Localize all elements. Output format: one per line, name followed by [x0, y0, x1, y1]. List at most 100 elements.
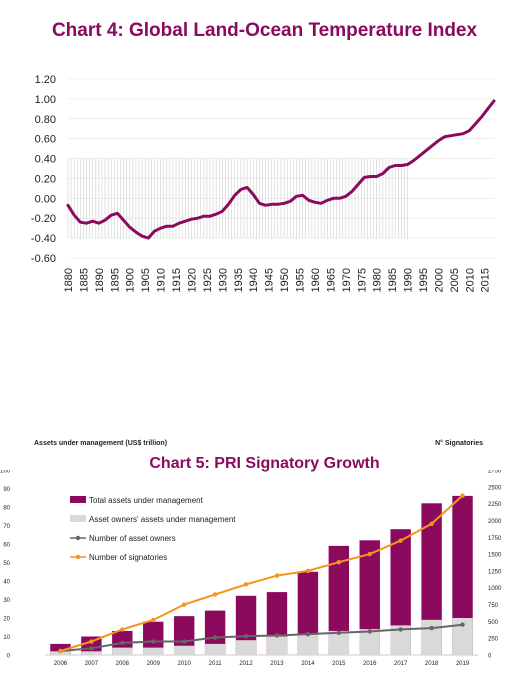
chart5-right-axis-label: N° Signatories — [435, 440, 483, 447]
bar-asset-owners-assets — [359, 629, 380, 655]
x-tick-label: 2000 — [433, 268, 445, 292]
x-tick-label: 2019 — [456, 661, 470, 667]
x-tick-label: 2008 — [116, 661, 130, 667]
asset-owners-point — [460, 622, 465, 627]
x-tick-label: 1885 — [78, 268, 90, 292]
x-tick-label: 2006 — [54, 661, 68, 667]
chart4-temperature-index: 1.20 1.00 0.80 0.60 0.40 0.20 0.00 -0.20 -0.40 -0… — [31, 74, 496, 292]
signatories-point — [120, 627, 125, 632]
signatories-point — [181, 602, 187, 607]
left-y-tick-label: 10 — [3, 635, 10, 641]
left-y-tick-label: 70 — [3, 524, 10, 530]
x-tick-label: 1930 — [217, 268, 229, 292]
bar-asset-owners-assets — [143, 647, 164, 655]
legend-swatch — [70, 496, 86, 503]
asset-owners-point — [274, 633, 280, 638]
left-y-tick-label: 100 — [0, 470, 11, 475]
legend-label: Number of asset owners — [89, 534, 176, 543]
bar-asset-owners-assets — [235, 640, 257, 655]
legend-label: Number of signatories — [89, 553, 167, 562]
right-y-tick-label: 0 — [488, 654, 492, 660]
x-tick-label: 1950 — [279, 268, 291, 292]
x-tick-label: 2016 — [363, 661, 377, 667]
bar-total-assets — [81, 636, 102, 655]
left-y-tick-label: 60 — [3, 543, 10, 549]
y-tick-label: 0.60 — [35, 134, 56, 146]
asset-owners-point — [89, 646, 94, 651]
bar-total-assets — [390, 529, 411, 655]
chart4-title: Chart 4: Global Land-Ocean Temperature I… — [51, 20, 478, 41]
right-y-tick-label: 2000 — [488, 519, 502, 525]
y-tick-label: 1.20 — [35, 74, 56, 86]
signatories-point — [398, 538, 403, 543]
asset-owners-point — [243, 633, 249, 639]
asset-owners-point — [429, 625, 434, 631]
left-y-tick-label: 40 — [3, 580, 10, 586]
x-tick-label: 1935 — [233, 268, 245, 292]
right-y-tick-label: 250 — [488, 637, 499, 643]
right-y-tick-label: 1000 — [488, 586, 502, 592]
x-tick-label: 1920 — [186, 268, 198, 292]
x-tick-label: 2012 — [239, 661, 253, 667]
asset-owners-point — [151, 639, 156, 644]
y-tick-label: 0.20 — [35, 173, 56, 185]
x-tick-label: 2013 — [270, 661, 284, 667]
asset-owners-point — [398, 627, 403, 632]
x-tick-label: 1940 — [248, 268, 260, 292]
x-tick-label: 1980 — [372, 268, 384, 292]
x-tick-label: 1960 — [310, 268, 322, 292]
bar-asset-owners-assets — [81, 651, 102, 655]
x-tick-label: 1975 — [356, 268, 368, 292]
left-y-tick-label: 90 — [3, 487, 10, 493]
y-tick-label: 0.40 — [35, 154, 56, 166]
legend-label: Asset owners' assets under management — [89, 515, 236, 524]
bar-asset-owners-assets — [266, 636, 288, 655]
bar-total-assets — [359, 540, 380, 655]
right-y-tick-label: 1750 — [488, 536, 502, 542]
right-y-tick-label: 1500 — [488, 553, 502, 559]
x-tick-label: 1905 — [140, 268, 152, 292]
x-tick-label: 1895 — [109, 268, 121, 292]
y-tick-label: 0.80 — [35, 114, 56, 126]
signatories-point — [212, 592, 218, 597]
x-tick-label: 1945 — [264, 268, 276, 292]
signatories-point — [274, 573, 280, 578]
bar-asset-owners-assets — [452, 618, 473, 655]
x-tick-label: 2011 — [209, 661, 223, 667]
signatories-point — [89, 639, 94, 644]
signatories-point — [58, 648, 63, 654]
left-y-tick-label: 0 — [7, 654, 11, 660]
y-tick-label: -0.60 — [31, 253, 56, 265]
y-tick-label: -0.20 — [31, 213, 56, 225]
y-tick-label: -0.40 — [31, 233, 56, 245]
signatories-point — [460, 493, 465, 498]
x-tick-label: 2015 — [332, 661, 346, 667]
y-tick-label: 1.00 — [35, 94, 56, 106]
x-tick-label: 2014 — [301, 661, 315, 667]
bar-asset-owners-assets — [421, 619, 442, 655]
asset-owners-point — [336, 630, 342, 635]
x-tick-label: 2015 — [480, 268, 492, 292]
asset-owners-point — [120, 640, 125, 646]
right-y-tick-label: 2500 — [488, 485, 502, 491]
bar-total-assets — [173, 616, 195, 655]
asset-owners-point — [181, 639, 187, 644]
legend-swatch — [70, 515, 86, 522]
right-y-tick-label: 750 — [488, 603, 499, 609]
bar-asset-owners-assets — [328, 630, 350, 655]
x-tick-label: 1900 — [125, 268, 137, 292]
x-tick-label: 1995 — [418, 268, 430, 292]
bar-asset-owners-assets — [173, 645, 195, 655]
x-tick-label: 1955 — [295, 268, 307, 292]
x-tick-label: 1985 — [387, 268, 399, 292]
asset-owners-point — [212, 635, 218, 640]
asset-owners-line — [60, 623, 463, 652]
right-y-tick-label: 1250 — [488, 569, 502, 575]
x-tick-label: 2018 — [425, 661, 439, 667]
asset-owners-point — [305, 631, 311, 637]
bar-total-assets — [328, 545, 350, 655]
x-tick-label: 1965 — [325, 268, 337, 292]
right-y-tick-label: 2750 — [488, 470, 502, 475]
signatories-point — [305, 568, 311, 574]
chart5-left-axis-label: Assets under management (US$ trillion) — [34, 440, 168, 447]
